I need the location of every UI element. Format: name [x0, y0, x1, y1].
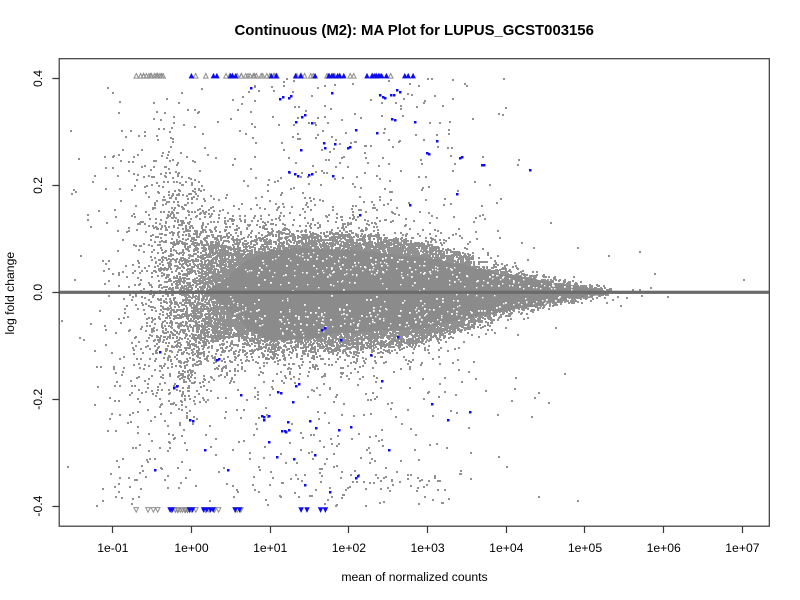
svg-text:1e-01: 1e-01: [97, 541, 128, 555]
svg-text:mean of normalized counts: mean of normalized counts: [341, 570, 487, 584]
svg-text:-0.4: -0.4: [31, 495, 45, 516]
svg-text:1e+02: 1e+02: [332, 541, 366, 555]
svg-text:-0.2: -0.2: [31, 388, 45, 409]
svg-text:1e+03: 1e+03: [410, 541, 444, 555]
svg-text:0.2: 0.2: [31, 177, 45, 194]
svg-text:1e+04: 1e+04: [489, 541, 523, 555]
svg-text:1e+01: 1e+01: [253, 541, 287, 555]
svg-text:1e+05: 1e+05: [568, 541, 602, 555]
svg-text:1e+00: 1e+00: [174, 541, 208, 555]
svg-text:1e+07: 1e+07: [725, 541, 759, 555]
svg-text:1e+06: 1e+06: [647, 541, 681, 555]
svg-text:Continuous (M2): MA Plot for L: Continuous (M2): MA Plot for LUPUS_GCST0…: [235, 23, 594, 39]
svg-text:0.0: 0.0: [31, 284, 45, 301]
svg-text:0.4: 0.4: [31, 70, 45, 87]
svg-text:log fold change: log fold change: [3, 252, 17, 335]
